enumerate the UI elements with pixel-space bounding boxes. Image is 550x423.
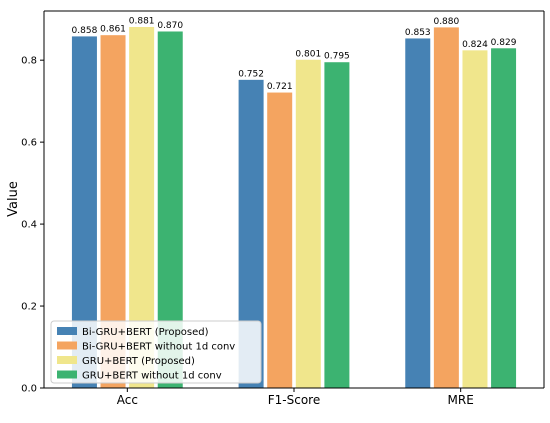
y-tick-label: 0.8 bbox=[21, 56, 37, 67]
legend-box bbox=[50, 320, 262, 384]
data-label: 0.853 bbox=[405, 28, 431, 38]
legend-label: Bi-GRU+BERT without 1d conv bbox=[82, 342, 235, 353]
x-tick-label: Acc bbox=[117, 393, 138, 407]
data-label: 0.824 bbox=[462, 40, 488, 50]
data-label: 0.881 bbox=[129, 16, 155, 26]
data-label: 0.858 bbox=[72, 26, 98, 36]
data-label: 0.721 bbox=[267, 82, 293, 92]
data-label: 0.801 bbox=[295, 49, 321, 59]
bar-f1-score-series-4 bbox=[324, 62, 350, 388]
legend-swatch bbox=[57, 356, 77, 364]
y-tick-label: 0.4 bbox=[21, 220, 37, 231]
legend-label: GRU+BERT without 1d conv bbox=[82, 371, 222, 382]
data-label: 0.861 bbox=[100, 25, 126, 35]
x-tick-label: F1-Score bbox=[268, 393, 320, 407]
bar-mre-series-2 bbox=[433, 27, 459, 389]
legend-swatch bbox=[57, 370, 77, 379]
bar-mre-series-1 bbox=[405, 38, 431, 388]
y-tick-label: 0.2 bbox=[21, 302, 37, 313]
x-tick-label: MRE bbox=[448, 393, 474, 407]
bar-f1-score-series-2 bbox=[267, 92, 293, 388]
y-axis-title: Value bbox=[6, 181, 21, 217]
data-label: 0.752 bbox=[238, 69, 264, 79]
data-label: 0.829 bbox=[491, 38, 517, 48]
legend-label: Bi-GRU+BERT (Proposed) bbox=[82, 327, 209, 338]
data-label: 0.795 bbox=[324, 52, 350, 62]
legend: Bi-GRU+BERT (Proposed) Bi-GRU+BERT withou… bbox=[50, 320, 262, 384]
data-label: 0.880 bbox=[433, 17, 459, 27]
legend-swatch bbox=[57, 327, 77, 335]
axes-layer: 0.0 0.2 0.4 0.6 0.8 Acc F1-Score MRE bbox=[21, 10, 545, 407]
legend-label: GRU+BERT (Proposed) bbox=[82, 356, 195, 367]
bar-mre-series-4 bbox=[491, 48, 517, 388]
legend-swatch bbox=[57, 341, 77, 350]
y-tick-label: 0.6 bbox=[21, 138, 37, 149]
data-label: 0.870 bbox=[157, 21, 183, 31]
bar-f1-score-series-3 bbox=[295, 59, 321, 388]
bar-mre-series-3 bbox=[462, 50, 488, 388]
y-tick-label: 0.0 bbox=[21, 384, 37, 395]
